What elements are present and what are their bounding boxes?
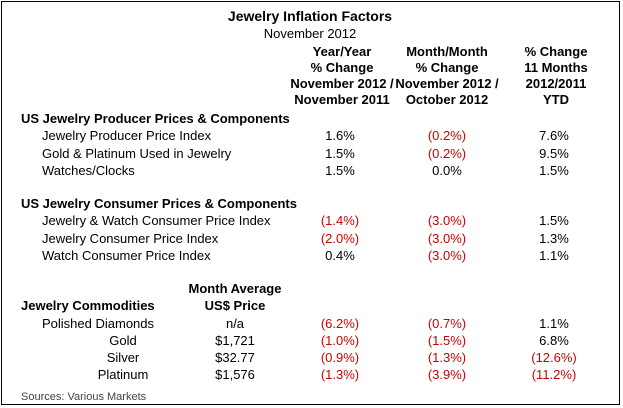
cell-value: (11.2%) [531, 367, 577, 382]
col1-header-line4: November 2011 [294, 92, 390, 107]
section-heading-producer: US Jewelry Producer Prices & Components [21, 111, 290, 126]
cell-value: 1.5% [539, 163, 569, 178]
cell-value: 1.1% [539, 316, 569, 331]
row-label: Jewelry & Watch Consumer Price Index [42, 213, 271, 228]
cell-value: (3.0%) [427, 213, 467, 228]
cell-value: (3.0%) [427, 231, 467, 246]
source-note: Sources: Various Markets [21, 391, 147, 403]
cell-value: 1.5% [325, 163, 355, 178]
cell-value: (1.3%) [320, 367, 360, 382]
col2-header-line1: Month/Month [406, 44, 488, 59]
row-label: Silver [106, 350, 140, 365]
row-label: Platinum [97, 367, 149, 382]
cell-value: 6.8% [539, 333, 569, 348]
cell-value: (0.2%) [427, 146, 467, 161]
price-value: $1,576 [215, 367, 255, 382]
row-label: Gold & Platinum Used in Jewelry [42, 146, 232, 161]
col3-header-line3: 2012/2011 [525, 76, 587, 91]
col3-header-line4: YTD [543, 92, 569, 107]
row-label: Jewelry Producer Price Index [42, 128, 212, 143]
cell-value: 0.0% [432, 163, 462, 178]
cell-value: (1.4%) [320, 213, 360, 228]
cell-value: 7.6% [539, 128, 569, 143]
price-header-line1: Month Average [188, 281, 282, 296]
cell-value: (6.2%) [320, 316, 360, 331]
section-heading-commodities: Jewelry Commodities [21, 298, 155, 313]
col2-header-line4: October 2012 [405, 92, 489, 107]
cell-value: (0.2%) [427, 128, 467, 143]
cell-value: (1.5%) [427, 333, 467, 348]
col2-header-line2: % Change [415, 60, 479, 75]
cell-value: (2.0%) [320, 231, 360, 246]
col2-header-line3: November 2012 / [395, 76, 499, 91]
price-value: n/a [225, 316, 245, 331]
col1-header-line1: Year/Year [312, 44, 372, 59]
page-subtitle: November 2012 [263, 26, 357, 41]
cell-value: (3.0%) [427, 248, 467, 263]
price-header-line2: US$ Price [204, 298, 266, 313]
cell-value: (12.6%) [531, 350, 577, 365]
price-value: $1,721 [215, 333, 255, 348]
section-heading-consumer: US Jewelry Consumer Prices & Components [21, 196, 297, 211]
cell-value: 0.4% [325, 248, 355, 263]
cell-value: 1.5% [539, 213, 569, 228]
cell-value: (0.7%) [427, 316, 467, 331]
col1-header-line3: November 2012 / [290, 76, 394, 91]
cell-value: 1.6% [325, 128, 355, 143]
row-label: Polished Diamonds [42, 316, 155, 331]
cell-value: (3.9%) [427, 367, 467, 382]
cell-value: 1.5% [325, 146, 355, 161]
cell-value: 9.5% [539, 146, 569, 161]
row-label: Jewelry Consumer Price Index [42, 231, 219, 246]
cell-value: (0.9%) [320, 350, 360, 365]
cell-value: (1.3%) [427, 350, 467, 365]
col3-header-line1: % Change [524, 44, 588, 59]
page-title: Jewelry Inflation Factors [227, 8, 393, 24]
price-value: $32.77 [215, 350, 255, 365]
cell-value: 1.3% [539, 231, 569, 246]
row-label: Gold [109, 333, 137, 348]
row-label: Watches/Clocks [42, 163, 135, 178]
col3-header-line2: 11 Months [524, 60, 588, 75]
cell-value: (1.0%) [320, 333, 360, 348]
cell-value: 1.1% [539, 248, 569, 263]
col1-header-line2: % Change [310, 60, 374, 75]
row-label: Watch Consumer Price Index [42, 248, 211, 263]
